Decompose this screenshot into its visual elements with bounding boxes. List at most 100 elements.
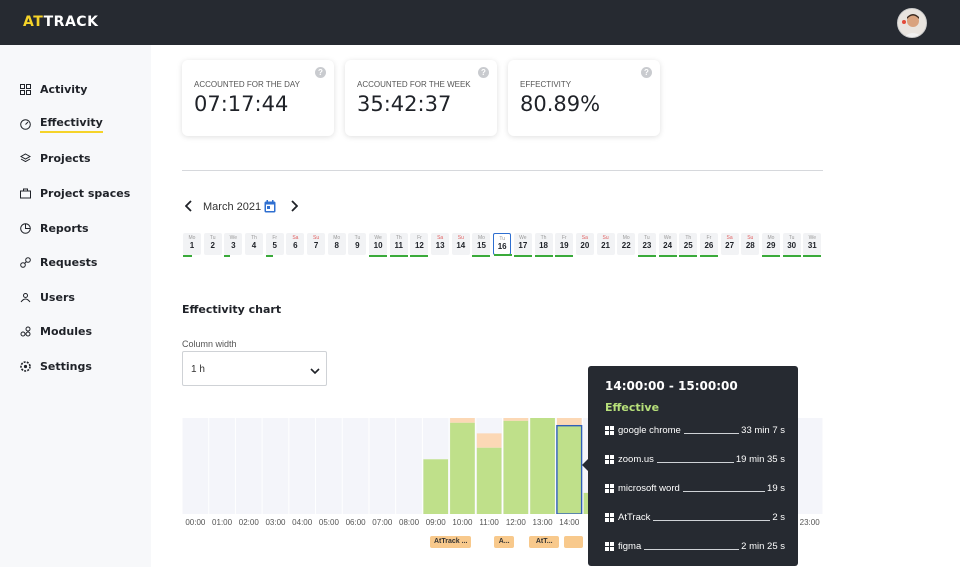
chart-column-bg[interactable] <box>209 418 235 514</box>
x-tick-label: 10:00 <box>452 518 473 527</box>
day-cell[interactable]: Sa 27 <box>720 233 739 255</box>
leader-line <box>653 513 771 521</box>
day-cell[interactable]: We 31 <box>803 233 822 257</box>
chart-column-bg[interactable] <box>796 418 823 514</box>
day-activity-bar <box>494 254 513 256</box>
day-cell[interactable]: Tu 2 <box>203 233 222 255</box>
day-cell[interactable]: We 24 <box>658 233 677 257</box>
chart-column-bg[interactable] <box>316 418 342 514</box>
day-weekday: We <box>374 235 382 241</box>
sidebar-item-project-spaces[interactable]: Project spaces <box>20 183 130 203</box>
chart-column-bg[interactable] <box>235 418 262 514</box>
day-cell[interactable]: Su 7 <box>307 233 326 255</box>
chart-tooltip: 14:00:00 - 15:00:00 Effective google chr… <box>582 366 798 566</box>
day-cell[interactable]: Sa 13 <box>431 233 450 255</box>
x-tick-label: 01:00 <box>212 518 233 527</box>
sidebar-item-reports[interactable]: Reports <box>20 218 89 238</box>
x-tick-label: 23:00 <box>799 518 820 527</box>
day-cell[interactable]: Mo 1 <box>183 233 201 257</box>
day-cell[interactable]: Su 14 <box>451 233 470 255</box>
chart-bar-effective[interactable] <box>423 459 449 514</box>
day-number: 26 <box>704 241 714 250</box>
sidebar-item-projects[interactable]: Projects <box>20 148 91 168</box>
day-cell[interactable]: Su 28 <box>741 233 760 255</box>
help-icon[interactable]: ? <box>478 67 489 78</box>
chart-column-bg[interactable] <box>182 418 209 514</box>
grid-icon <box>20 83 31 95</box>
day-cell[interactable]: Tu 23 <box>637 233 656 257</box>
day-cell[interactable]: Mo 8 <box>327 233 346 255</box>
tooltip-app-time: 19 min 35 s <box>735 453 785 465</box>
day-cell[interactable]: Tu 9 <box>348 233 367 255</box>
help-icon[interactable]: ? <box>315 67 326 78</box>
chart-bar-neutral[interactable] <box>476 433 502 448</box>
day-cell[interactable]: Su 21 <box>596 233 615 255</box>
sidebar-item-settings[interactable]: Settings <box>20 356 92 376</box>
chart-bar-effective[interactable] <box>503 420 529 514</box>
day-cell[interactable]: We 3 <box>224 233 243 257</box>
day-cell[interactable]: Fr 19 <box>555 233 574 257</box>
app-chip[interactable] <box>563 536 584 548</box>
chart-column-bg[interactable] <box>369 418 396 514</box>
x-axis-labels: 00:00 01:00 02:00 03:00 04:00 05:00 06:00 07:00… <box>182 518 823 530</box>
app-chip[interactable]: AtTrack ... <box>430 536 472 548</box>
day-cell[interactable]: Th 18 <box>534 233 553 257</box>
app-logo[interactable]: ATTRACK <box>23 14 99 30</box>
column-width-select[interactable]: 1 h <box>182 351 327 386</box>
day-number: 23 <box>642 241 652 250</box>
day-number: 8 <box>334 241 339 250</box>
day-cell[interactable]: Fr 5 <box>265 233 284 257</box>
day-weekday: We <box>663 235 672 241</box>
chart-column-bg[interactable] <box>342 418 369 514</box>
day-cell[interactable]: Tu 16 <box>493 233 513 256</box>
day-number: 15 <box>477 241 486 250</box>
day-number: 29 <box>766 241 776 250</box>
day-cell[interactable]: Sa 20 <box>575 233 594 255</box>
chart-column-bg[interactable] <box>396 418 422 514</box>
app-chip[interactable]: A... <box>494 536 514 548</box>
day-cell[interactable]: Th 11 <box>389 233 408 257</box>
day-cell[interactable]: Tu 30 <box>782 233 801 257</box>
chart-bar-effective[interactable] <box>450 422 475 514</box>
tooltip-time-range: 14:00:00 - 15:00:00 <box>605 379 738 393</box>
help-icon[interactable]: ? <box>641 67 652 78</box>
sidebar-item-users[interactable]: Users <box>20 287 75 307</box>
chart-bar-neutral[interactable] <box>556 418 582 426</box>
day-number: 18 <box>539 241 548 250</box>
chart-column-bg[interactable] <box>262 418 289 514</box>
prev-month-button[interactable] <box>184 200 193 215</box>
users-icon <box>20 292 31 303</box>
day-weekday: We <box>808 235 817 241</box>
chart-bar-effective[interactable] <box>530 418 555 514</box>
sidebar-item-activity[interactable]: Activity <box>20 79 87 99</box>
calendar-icon[interactable] <box>264 200 276 213</box>
day-cell[interactable]: Th 4 <box>245 233 264 255</box>
sidebar-item-effectivity[interactable]: Effectivity <box>20 114 103 134</box>
app-grid-icon <box>605 483 614 493</box>
day-cell[interactable]: Sa 6 <box>286 233 305 255</box>
chart-bar-effective[interactable] <box>556 424 583 514</box>
chart-bar-neutral[interactable] <box>450 418 475 423</box>
app-chip[interactable]: AtT... <box>529 536 560 548</box>
day-number: 14 <box>456 241 466 250</box>
day-cell[interactable]: Th 25 <box>679 233 698 257</box>
x-tick-label: 13:00 <box>532 518 553 527</box>
chart-bar-effective[interactable] <box>476 447 502 514</box>
avatar[interactable] <box>897 8 927 38</box>
day-activity-bar <box>183 255 192 257</box>
day-number: 24 <box>663 241 673 250</box>
chart-column-bg[interactable] <box>289 418 316 514</box>
day-cell[interactable]: We 10 <box>369 233 388 257</box>
day-cell[interactable]: Fr 12 <box>410 233 429 257</box>
day-cell[interactable]: Mo 22 <box>617 233 636 255</box>
x-tick-label: 05:00 <box>318 518 339 527</box>
day-cell[interactable]: Mo 15 <box>472 233 491 257</box>
next-month-button[interactable] <box>290 200 299 215</box>
sidebar-item-requests[interactable]: Requests <box>20 252 97 272</box>
sidebar-item-modules[interactable]: Modules <box>20 321 92 341</box>
chart-bar-neutral[interactable] <box>503 418 529 421</box>
sidebar-item-label: Effectivity <box>40 116 103 133</box>
day-cell[interactable]: We 17 <box>513 233 532 257</box>
day-cell[interactable]: Fr 26 <box>699 233 718 257</box>
day-cell[interactable]: Mo 29 <box>761 233 780 257</box>
